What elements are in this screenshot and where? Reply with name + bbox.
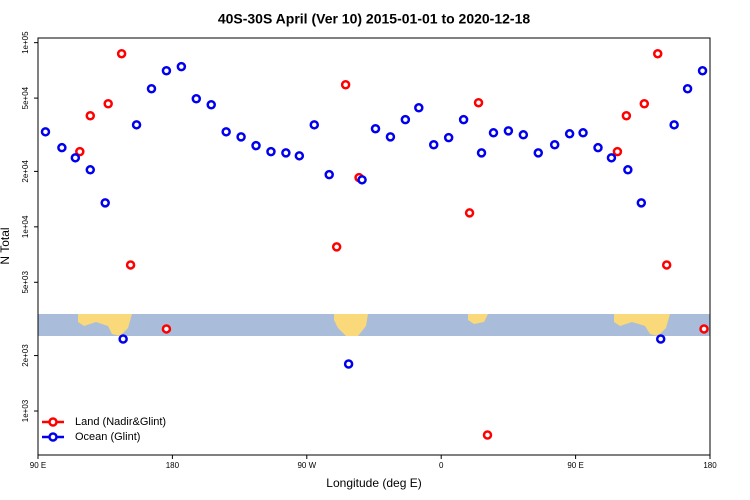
point (161, 65, 172, 76)
point (331, 242, 342, 252)
x-axis-label: Longitude (deg E) (326, 476, 421, 490)
point (75, 146, 85, 157)
point (221, 127, 231, 137)
point (473, 97, 484, 108)
point (593, 142, 603, 153)
x-tick-label: 90 E (30, 461, 46, 470)
point (443, 132, 454, 143)
point (266, 146, 276, 157)
point (324, 169, 334, 180)
point (639, 98, 650, 109)
point (621, 111, 632, 121)
point (533, 148, 544, 158)
y-tick-label: 1e+05 (21, 31, 30, 54)
point (206, 100, 216, 110)
point (464, 208, 475, 218)
point (309, 120, 320, 130)
legend-label: Ocean (Glint) (75, 431, 140, 443)
legend-label: Land (Nadir&Glint) (75, 416, 166, 428)
point (682, 84, 693, 94)
y-tick-label: 5e+04 (21, 86, 30, 109)
point (70, 153, 81, 163)
point (400, 114, 411, 125)
point (549, 140, 560, 150)
legend-marker (48, 417, 58, 427)
point (606, 153, 617, 163)
point (518, 130, 529, 140)
point (131, 120, 142, 130)
point (146, 84, 157, 94)
point (40, 127, 51, 137)
y-tick-label: 2e+04 (21, 160, 30, 183)
point (281, 148, 291, 158)
point (357, 175, 367, 185)
point (428, 140, 439, 150)
point (503, 126, 514, 136)
point (476, 148, 487, 158)
point (669, 120, 679, 130)
point (482, 430, 493, 440)
point (458, 114, 469, 125)
point (612, 146, 623, 157)
point (652, 48, 663, 59)
plot-frame (37, 37, 711, 456)
y-tick-label: 1e+04 (21, 215, 30, 238)
y-tick-label: 1e+03 (21, 399, 30, 422)
point (578, 128, 588, 138)
x-tick-label: 180 (166, 461, 180, 470)
point (85, 111, 96, 121)
point (623, 165, 633, 175)
point (191, 93, 202, 104)
point (488, 128, 499, 138)
y-axis-label: N Total (0, 227, 12, 264)
point (125, 260, 136, 270)
x-tick-label: 180 (703, 461, 717, 470)
point (655, 334, 666, 344)
point (661, 260, 672, 270)
y-tick-label: 5e+03 (21, 270, 30, 293)
point (564, 129, 575, 139)
point (100, 198, 110, 208)
point (176, 61, 187, 72)
x-tick-label: 0 (439, 461, 444, 470)
point (294, 151, 305, 161)
point (103, 98, 113, 109)
point (118, 334, 128, 344)
x-tick-label: 90 W (297, 461, 316, 470)
point (343, 359, 354, 369)
point (697, 65, 708, 76)
point (236, 132, 246, 142)
y-tick-label: 2e+03 (21, 344, 30, 367)
point (116, 48, 127, 59)
point (385, 132, 396, 142)
point (340, 79, 351, 90)
point (85, 165, 96, 175)
point (699, 324, 709, 334)
legend-marker (48, 432, 58, 442)
x-tick-label: 90 E (567, 461, 583, 470)
point (161, 324, 172, 334)
point (636, 198, 647, 208)
point (57, 142, 67, 153)
point (251, 140, 261, 151)
point (414, 103, 424, 113)
chart-title: 40S-30S April (Ver 10) 2015-01-01 to 202… (218, 11, 531, 27)
point (370, 123, 381, 134)
map-strip (38, 314, 710, 336)
